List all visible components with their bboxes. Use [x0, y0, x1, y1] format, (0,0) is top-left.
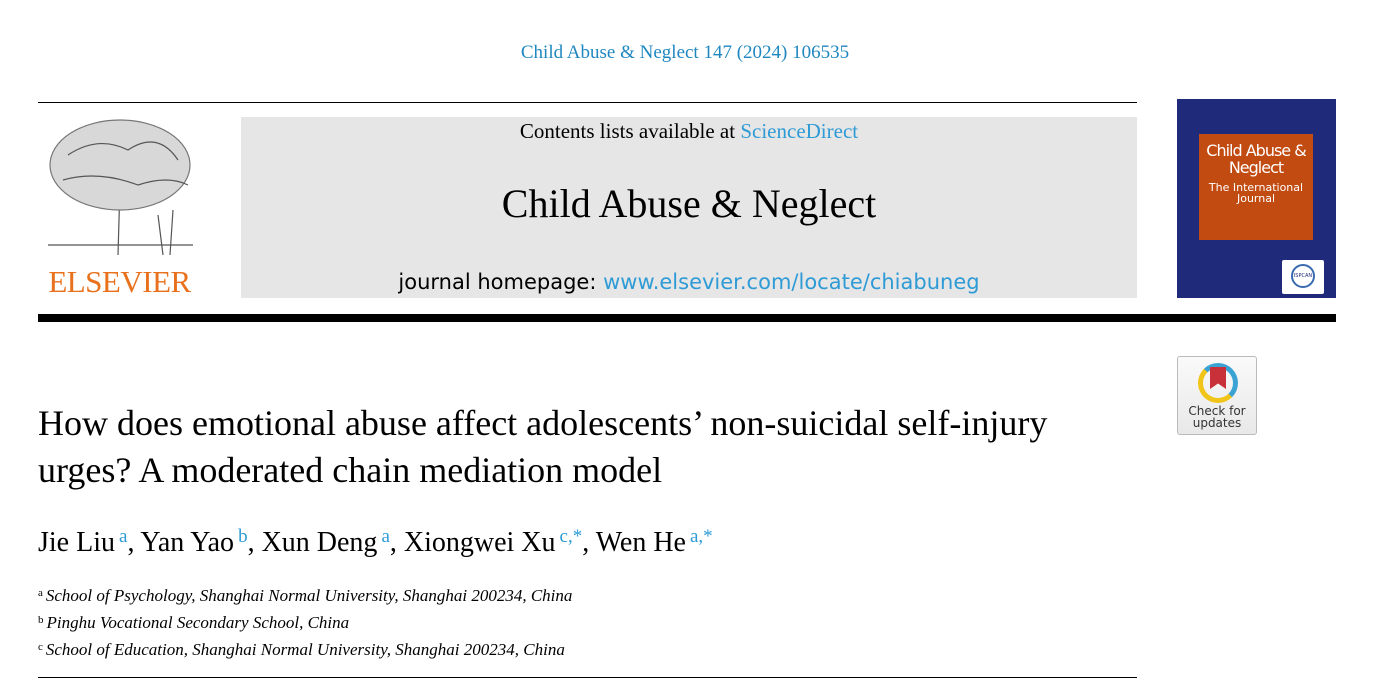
journal-title: Child Abuse & Neglect: [501, 181, 877, 226]
bookmark-icon: [1210, 367, 1226, 389]
journal-cover[interactable]: Child Abuse & Neglect The International …: [1177, 99, 1336, 298]
contents-line: Contents lists available at ScienceDirec…: [519, 119, 859, 143]
bottom-rule: [38, 677, 1137, 678]
author[interactable]: Wen He a,*: [595, 526, 713, 558]
sciencedirect-link[interactable]: ScienceDirect: [740, 119, 859, 143]
crossmark-ring-icon: [1198, 363, 1238, 403]
author[interactable]: Jie Liu a: [38, 526, 128, 558]
ispcan-badge: ISPCAN: [1282, 260, 1324, 294]
author-list: Jie Liu a, Yan Yao b, Xun Deng a, Xiongwei …: [38, 526, 713, 558]
homepage-line: journal homepage: www.elsevier.com/locat…: [398, 270, 980, 294]
journal-header: Contents lists available at ScienceDirec…: [241, 117, 1137, 298]
header-rule: [38, 314, 1336, 322]
tree-icon: [48, 119, 193, 256]
journal-reference[interactable]: Child Abuse & Neglect 147 (2024) 106535: [520, 42, 850, 63]
elsevier-logo: ELSEVIER: [38, 115, 201, 300]
homepage-link[interactable]: www.elsevier.com/locate/chiabuneg: [603, 270, 980, 294]
cover-panel: Child Abuse & Neglect The International …: [1199, 134, 1313, 240]
check-for-updates-button[interactable]: Check for updates: [1177, 356, 1257, 435]
affiliations: a School of Psychology, Shanghai Normal U…: [38, 581, 572, 662]
author[interactable]: Xun Deng a: [261, 526, 390, 558]
affiliation: a School of Psychology, Shanghai Normal U…: [38, 586, 573, 605]
article-title: How does emotional abuse affect adolesce…: [38, 403, 1048, 490]
top-rule: [38, 102, 1137, 103]
affiliation: c School of Education, Shanghai Normal Un…: [38, 640, 565, 659]
author[interactable]: Yan Yao b: [140, 526, 248, 558]
author[interactable]: Xiongwei Xu c,*: [403, 526, 583, 558]
affiliation: b Pinghu Vocational Secondary School, Chi…: [38, 613, 350, 632]
